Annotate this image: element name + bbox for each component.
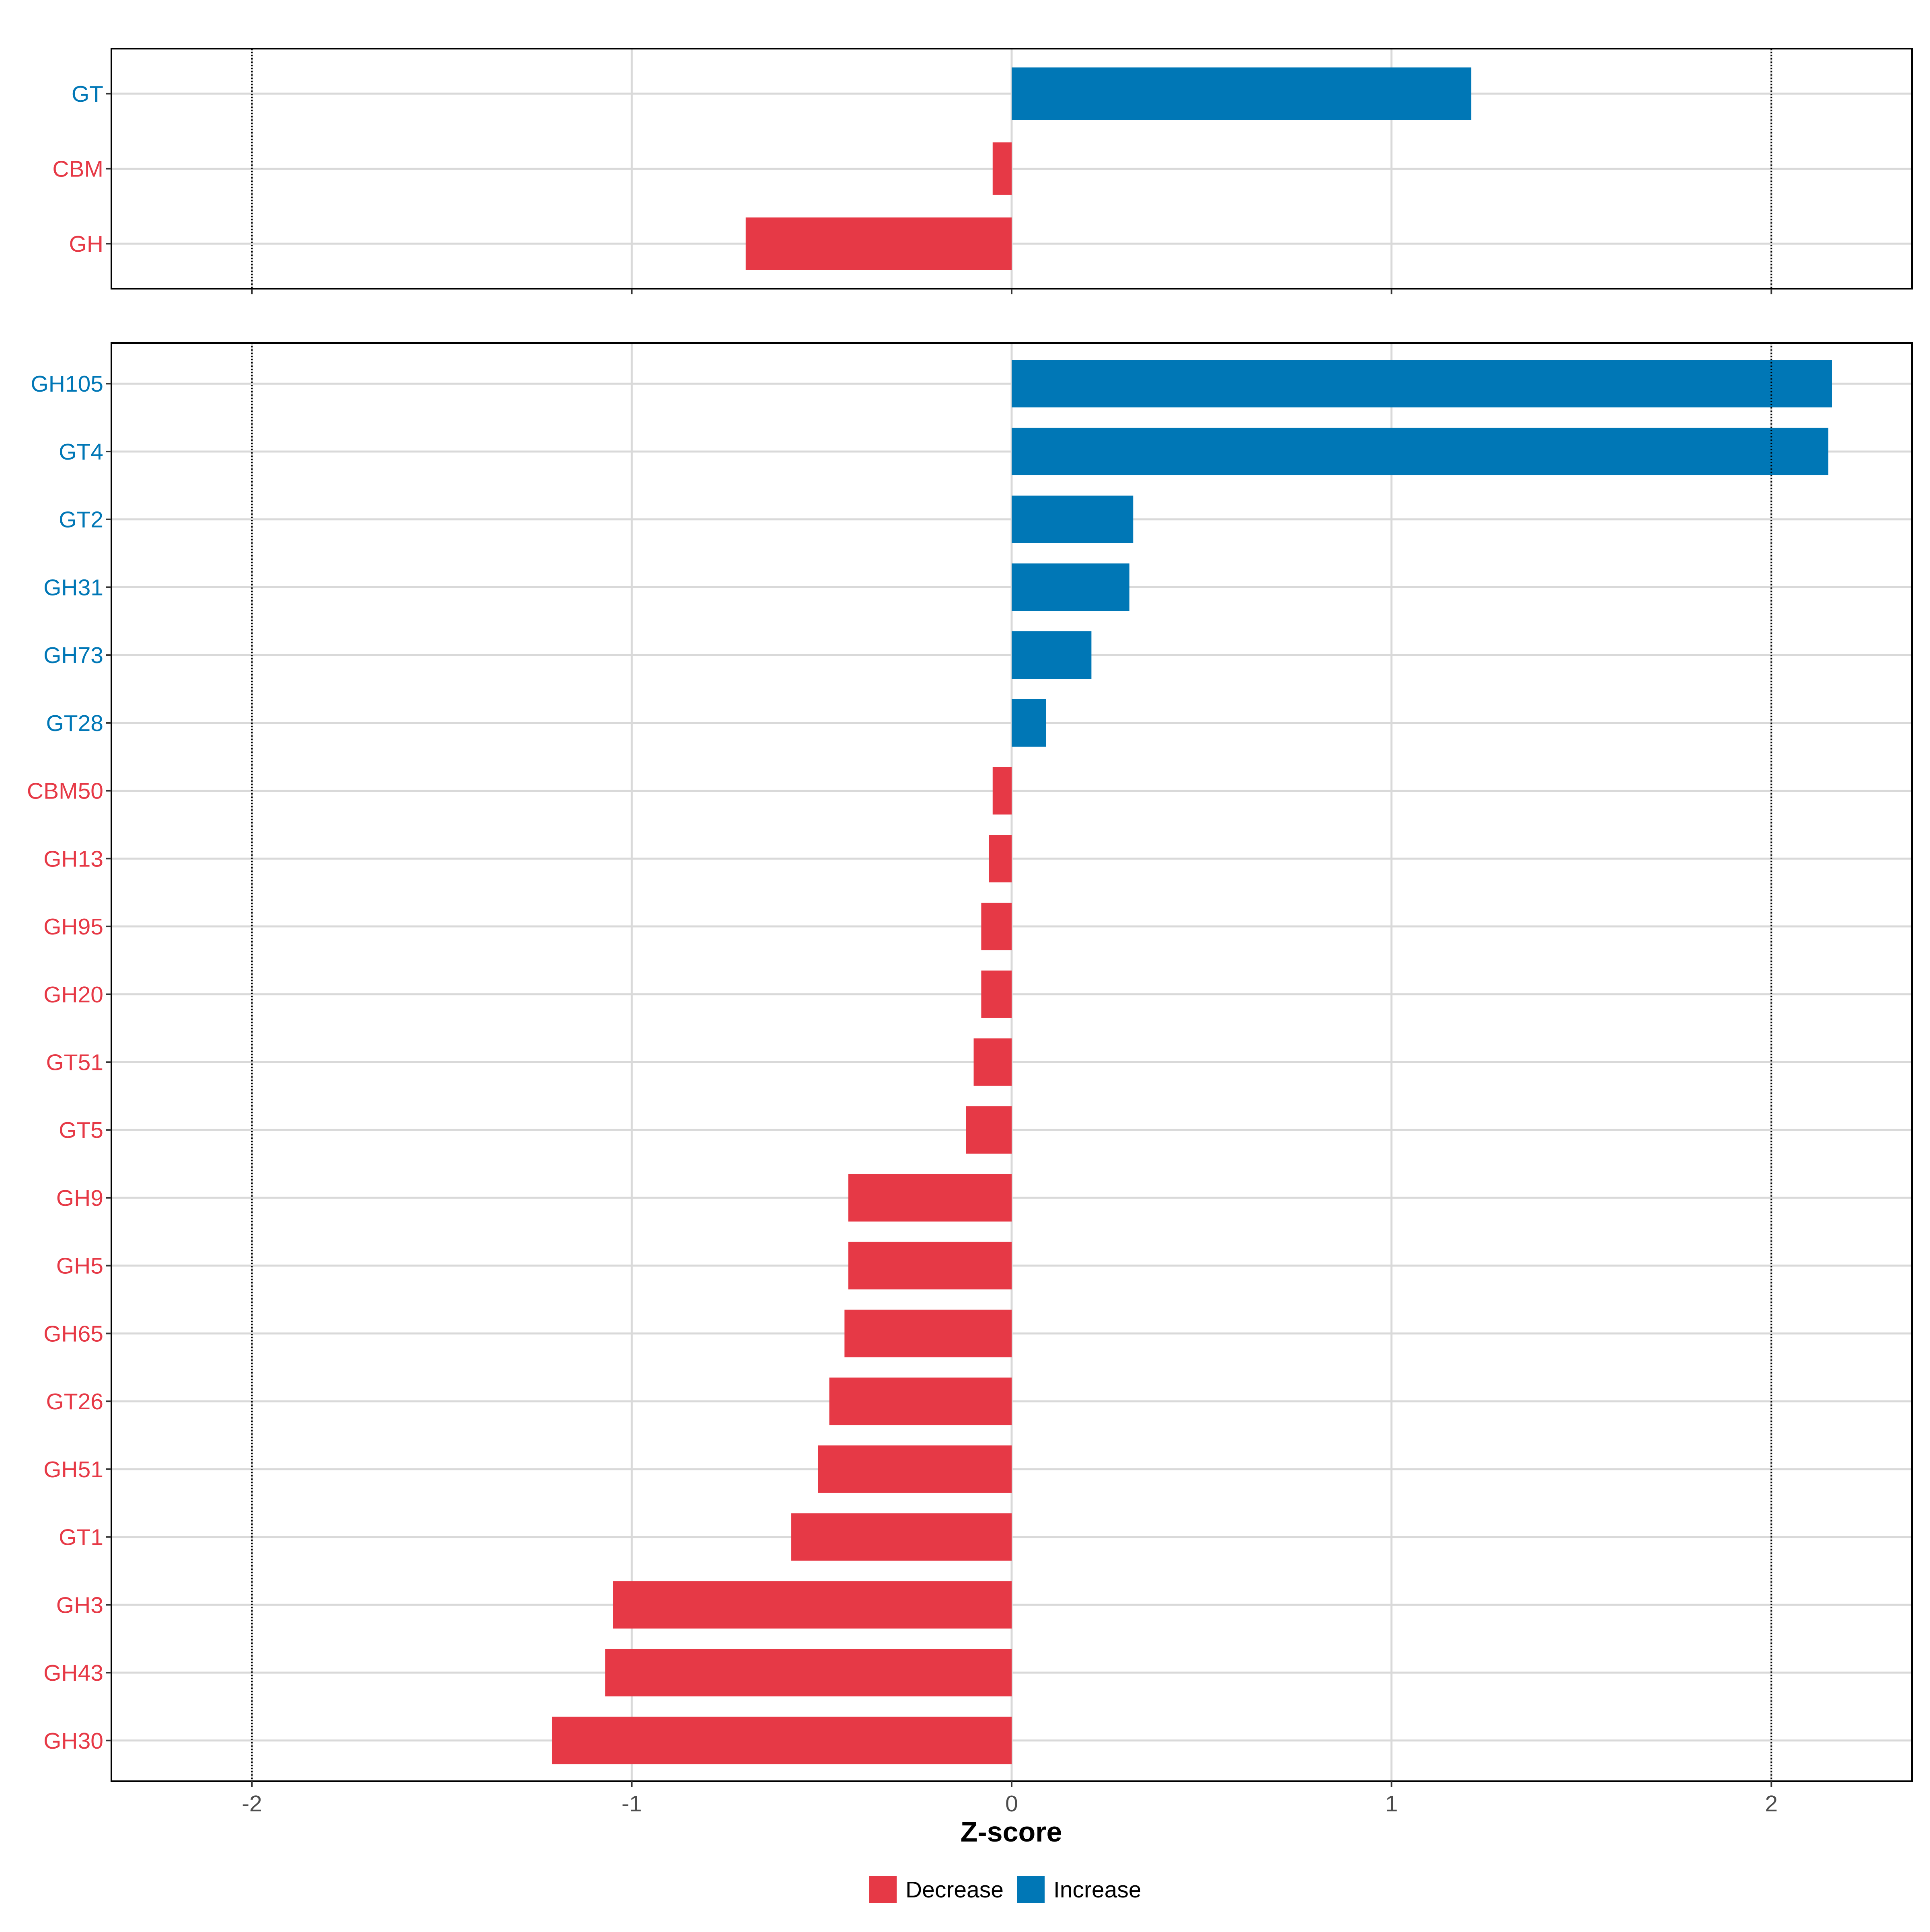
bar-gt5	[966, 1106, 1012, 1154]
bar-gh95	[981, 902, 1012, 951]
category-label-gh51: GH51	[43, 1457, 103, 1482]
category-label-gh9: GH9	[56, 1185, 103, 1211]
category-label-gt5: GT5	[59, 1117, 103, 1143]
category-label-gh20: GH20	[43, 982, 103, 1008]
bar-gt28	[1012, 699, 1046, 747]
category-label-gt26: GT26	[46, 1389, 103, 1415]
bar-gt26	[829, 1378, 1012, 1425]
category-label-gh13: GH13	[43, 846, 103, 872]
x-axis: -2 -1 0 1 2	[242, 1791, 1778, 1817]
category-label-gt4: GT4	[59, 439, 103, 465]
bar-gh20	[981, 970, 1012, 1018]
bar-gh105	[1012, 360, 1832, 408]
category-label-gh5: GH5	[56, 1253, 103, 1279]
bar-gh30	[552, 1716, 1012, 1764]
legend-label-increase: Increase	[1053, 1877, 1142, 1903]
legend: Decrease Increase	[869, 1876, 1142, 1903]
x-axis-title: Z-score	[961, 1816, 1062, 1848]
bar-gh31	[1012, 563, 1129, 611]
x-tick-label: 0	[1005, 1791, 1018, 1817]
category-label-gh105: GH105	[31, 371, 103, 397]
panel-class: GT CBM GH	[52, 48, 1913, 294]
bar-gt51	[973, 1038, 1012, 1086]
x-tick-label: -2	[242, 1791, 262, 1817]
bar-cbm50	[992, 767, 1012, 815]
bar-gt2	[1012, 495, 1133, 543]
category-label-gh73: GH73	[43, 643, 103, 668]
panel-family: GH105 GT4 GT2 GH31 GH73 GT28 CBM50 GH13 GH95 GH20…	[27, 342, 1913, 1787]
x-tick-label: -1	[622, 1791, 642, 1817]
category-label-gh65: GH65	[43, 1321, 103, 1347]
category-label-gh3: GH3	[56, 1592, 103, 1618]
legend-swatch-increase	[1017, 1876, 1045, 1903]
category-label-cbm: CBM	[52, 156, 103, 182]
category-label-gt1: GT1	[59, 1525, 103, 1550]
panels-layer: GTCBMGHGH105GT4GT2GH31GH73GT28CBM50GH13G…	[27, 48, 1913, 1787]
bar-gh51	[818, 1445, 1012, 1493]
bar-gh43	[605, 1649, 1012, 1697]
x-tick-label: 2	[1765, 1791, 1778, 1817]
category-label-cbm50: CBM50	[27, 778, 103, 804]
legend-label-decrease: Decrease	[905, 1877, 1004, 1903]
bar-gh5	[848, 1242, 1012, 1289]
bar-gh3	[613, 1581, 1012, 1629]
category-label-gh: GH	[69, 231, 104, 257]
bar-gt	[1012, 67, 1472, 120]
bar-gh	[745, 217, 1012, 270]
category-label-gt28: GT28	[46, 710, 103, 736]
legend-swatch-decrease	[869, 1876, 897, 1903]
category-label-gt2: GT2	[59, 507, 103, 533]
bar-gh13	[989, 835, 1012, 883]
category-label-gh95: GH95	[43, 914, 103, 940]
category-label-gh30: GH30	[43, 1728, 103, 1754]
category-label-gh31: GH31	[43, 575, 103, 600]
category-label-gt51: GT51	[46, 1050, 103, 1076]
bar-gh73	[1012, 631, 1092, 679]
bar-gh65	[844, 1310, 1012, 1357]
x-tick-label: 1	[1385, 1791, 1398, 1817]
category-label-gt: GT	[72, 81, 103, 107]
bar-gt4	[1012, 427, 1829, 476]
bar-cbm	[992, 142, 1012, 195]
category-label-gh43: GH43	[43, 1660, 103, 1686]
bar-gt1	[791, 1513, 1012, 1561]
bar-gh9	[848, 1174, 1012, 1222]
